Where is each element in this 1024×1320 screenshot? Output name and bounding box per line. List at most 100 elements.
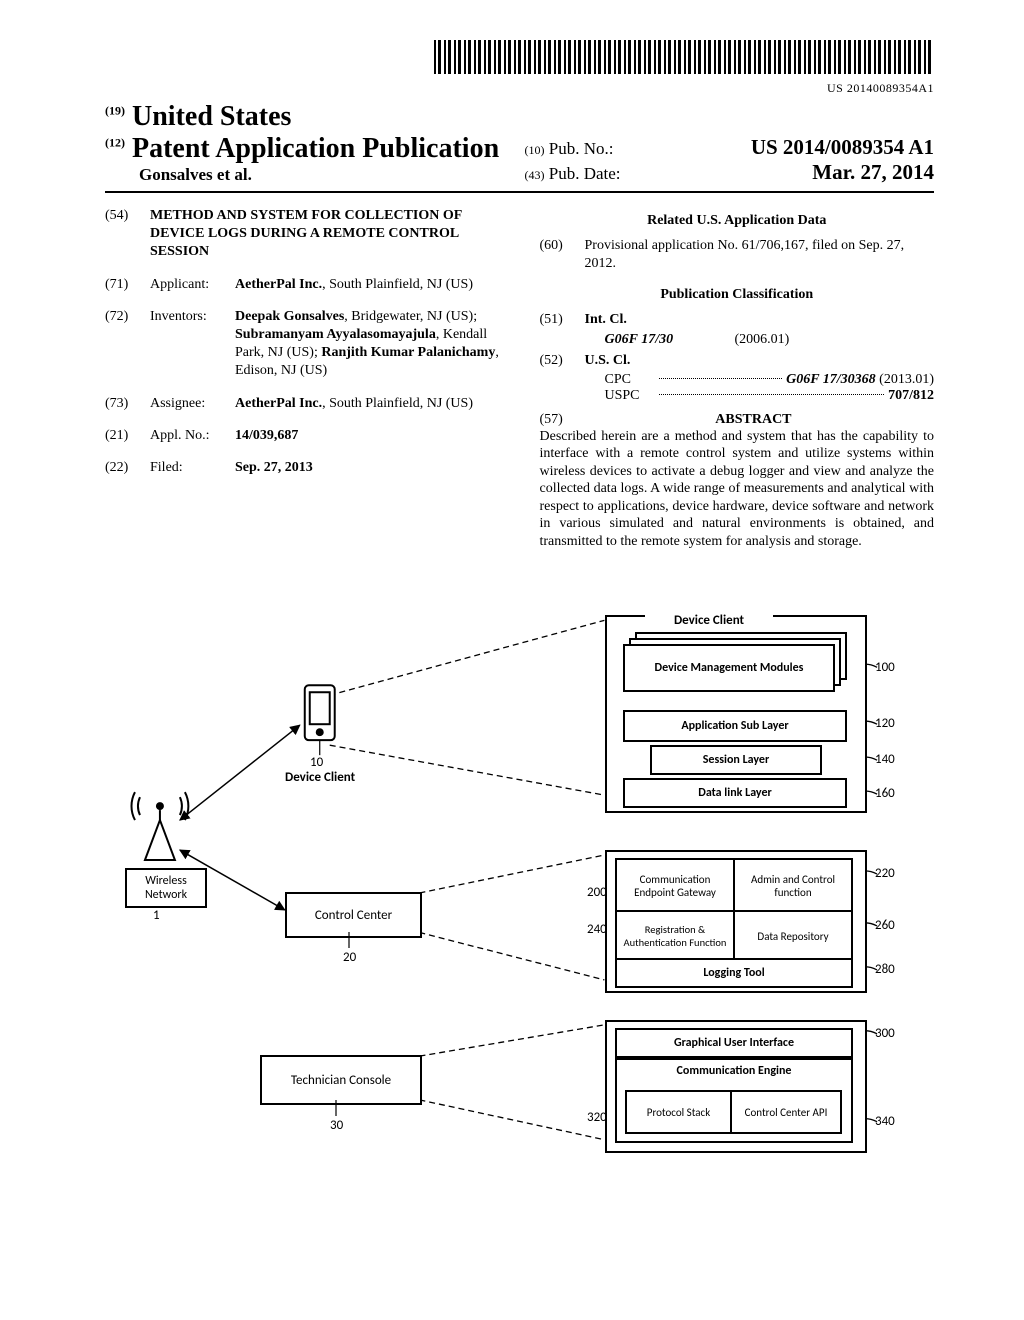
assignee-rest: , South Plainfield, NJ (US) (322, 396, 473, 411)
page-header: (19) United States (12) Patent Applicati… (105, 101, 934, 193)
cpc-value: G06F 17/30368 (786, 372, 876, 388)
intcl-symbol: G06F 17/30 (605, 332, 735, 348)
author-line: Gonsalves et al. (105, 165, 515, 185)
pubno-label: Pub. No.: (549, 139, 614, 159)
ref-160: 160 (875, 786, 895, 801)
assignee-label: Assignee: (150, 395, 225, 413)
uspc-value: 707/812 (888, 388, 934, 404)
figure-1: Wireless Network 1 10 Device Client Cont… (105, 610, 934, 1170)
assignee-field: (73) Assignee: AetherPal Inc., South Pla… (105, 395, 500, 413)
title-field: (54) METHOD AND SYSTEM FOR COLLECTION OF… (105, 207, 500, 262)
admin-ctrl-box: Admin and Control function (733, 858, 853, 914)
ref-300: 300 (875, 1026, 895, 1041)
intcl-label: Int. Cl. (585, 311, 935, 329)
inventors-label: Inventors: (150, 308, 225, 381)
barcode-block: US 20140089354A1 (105, 40, 934, 96)
ref-260: 260 (875, 918, 895, 933)
pubdate-label: Pub. Date: (549, 164, 621, 184)
ref-1: 1 (153, 908, 160, 923)
cpc-label: CPC (605, 372, 655, 388)
related-field: (60) Provisional application No. 61/706,… (540, 237, 935, 273)
ref-200: 200 (587, 885, 607, 900)
abstract-text: Described herein are a method and system… (540, 428, 935, 551)
inventors-field: (72) Inventors: Deepak Gonsalves, Bridge… (105, 308, 500, 381)
abstract-heading: ABSTRACT (573, 412, 934, 428)
biblio-columns: (54) METHOD AND SYSTEM FOR COLLECTION OF… (105, 207, 934, 550)
ref-30-leader (328, 1100, 348, 1120)
reg-auth-box: Registration & Authentication Function (615, 910, 735, 962)
ref-140: 140 (875, 752, 895, 767)
filed-label: Filed: (150, 459, 225, 477)
ref-320: 320 (587, 1110, 607, 1125)
applicant-rest: , South Plainfield, NJ (US) (322, 277, 473, 292)
inventors-code: (72) (105, 308, 140, 381)
applicant-code: (71) (105, 276, 140, 294)
applicant-body: AetherPal Inc., South Plainfield, NJ (US… (235, 276, 500, 294)
app-sub-box: Application Sub Layer (623, 710, 847, 742)
cpc-row: CPC G06F 17/30368 (2013.01) (540, 372, 935, 388)
ref-280: 280 (875, 962, 895, 977)
device-client-label: Device Client (285, 770, 355, 785)
classification-heading: Publication Classification (540, 287, 935, 303)
kind: Patent Application Publication (132, 133, 499, 164)
ref-220: 220 (875, 866, 895, 881)
intcl-row: G06F 17/30 (2006.01) (540, 332, 935, 348)
assignee-body: AetherPal Inc., South Plainfield, NJ (US… (235, 395, 500, 413)
ref-240: 240 (587, 922, 607, 937)
uscl-label: U.S. Cl. (585, 352, 935, 370)
inventors-body: Deepak Gonsalves, Bridgewater, NJ (US); … (235, 308, 500, 381)
intcl-date: (2006.01) (735, 332, 790, 348)
title-code: (54) (105, 207, 140, 262)
applno-label: Appl. No.: (150, 427, 225, 445)
applno-code: (21) (105, 427, 140, 445)
device-client-title: Device Client (645, 608, 773, 632)
ref-20-leader (341, 932, 361, 952)
cpc-date: (2013.01) (879, 372, 934, 388)
applicant-field: (71) Applicant: AetherPal Inc., South Pl… (105, 276, 500, 294)
pubdate-code: (43) (525, 168, 545, 183)
data-repo-box: Data Repository (733, 910, 853, 962)
assignee-code: (73) (105, 395, 140, 413)
gui-box: Graphical User Interface (615, 1028, 853, 1058)
wireless-network-box: Wireless Network (125, 868, 207, 908)
ref-20: 20 (343, 950, 356, 965)
dm-modules-box: Device Management Modules (623, 644, 835, 692)
uscl-code: (52) (540, 352, 575, 370)
title-text: METHOD AND SYSTEM FOR COLLECTION OF DEVI… (150, 207, 500, 262)
filed-code: (22) (105, 459, 140, 477)
country-code: (19) (105, 104, 125, 118)
uspc-label: USPC (605, 388, 655, 404)
filed-value: Sep. 27, 2013 (235, 459, 500, 477)
related-heading: Related U.S. Application Data (540, 213, 935, 229)
barcode-graphic (434, 40, 934, 74)
ref-10: 10 (310, 755, 323, 770)
datalink-box: Data link Layer (623, 778, 847, 808)
abstract-head: (57) ABSTRACT (540, 412, 935, 428)
kind-code: (12) (105, 136, 125, 150)
ref-120: 120 (875, 716, 895, 731)
related-code: (60) (540, 237, 575, 273)
cc-api-box: Control Center API (730, 1090, 842, 1134)
session-box: Session Layer (650, 745, 822, 775)
applicant-name: AetherPal Inc. (235, 277, 322, 292)
comm-ep-box: Communication Endpoint Gateway (615, 858, 735, 914)
assignee-name: AetherPal Inc. (235, 396, 322, 411)
applno-field: (21) Appl. No.: 14/039,687 (105, 427, 500, 445)
proto-stack-box: Protocol Stack (625, 1090, 732, 1134)
ref-100: 100 (875, 660, 895, 675)
dot-leader (659, 394, 885, 395)
logging-box: Logging Tool (615, 958, 853, 988)
pubno: US 2014/0089354 A1 (751, 135, 934, 160)
tech-console-box: Technician Console (260, 1055, 422, 1105)
country: United States (132, 101, 291, 132)
barcode-number: US 20140089354A1 (105, 81, 934, 96)
applicant-label: Applicant: (150, 276, 225, 294)
abstract-code: (57) (540, 412, 563, 428)
uspc-row: USPC 707/812 (540, 388, 935, 404)
intcl-field: (51) Int. Cl. (540, 311, 935, 329)
dot-leader (659, 378, 783, 379)
ref-30: 30 (330, 1118, 343, 1133)
patent-page: US 20140089354A1 (19) United States (12)… (0, 0, 1024, 1210)
pubdate: Mar. 27, 2014 (812, 160, 934, 185)
uscl-field: (52) U.S. Cl. (540, 352, 935, 370)
